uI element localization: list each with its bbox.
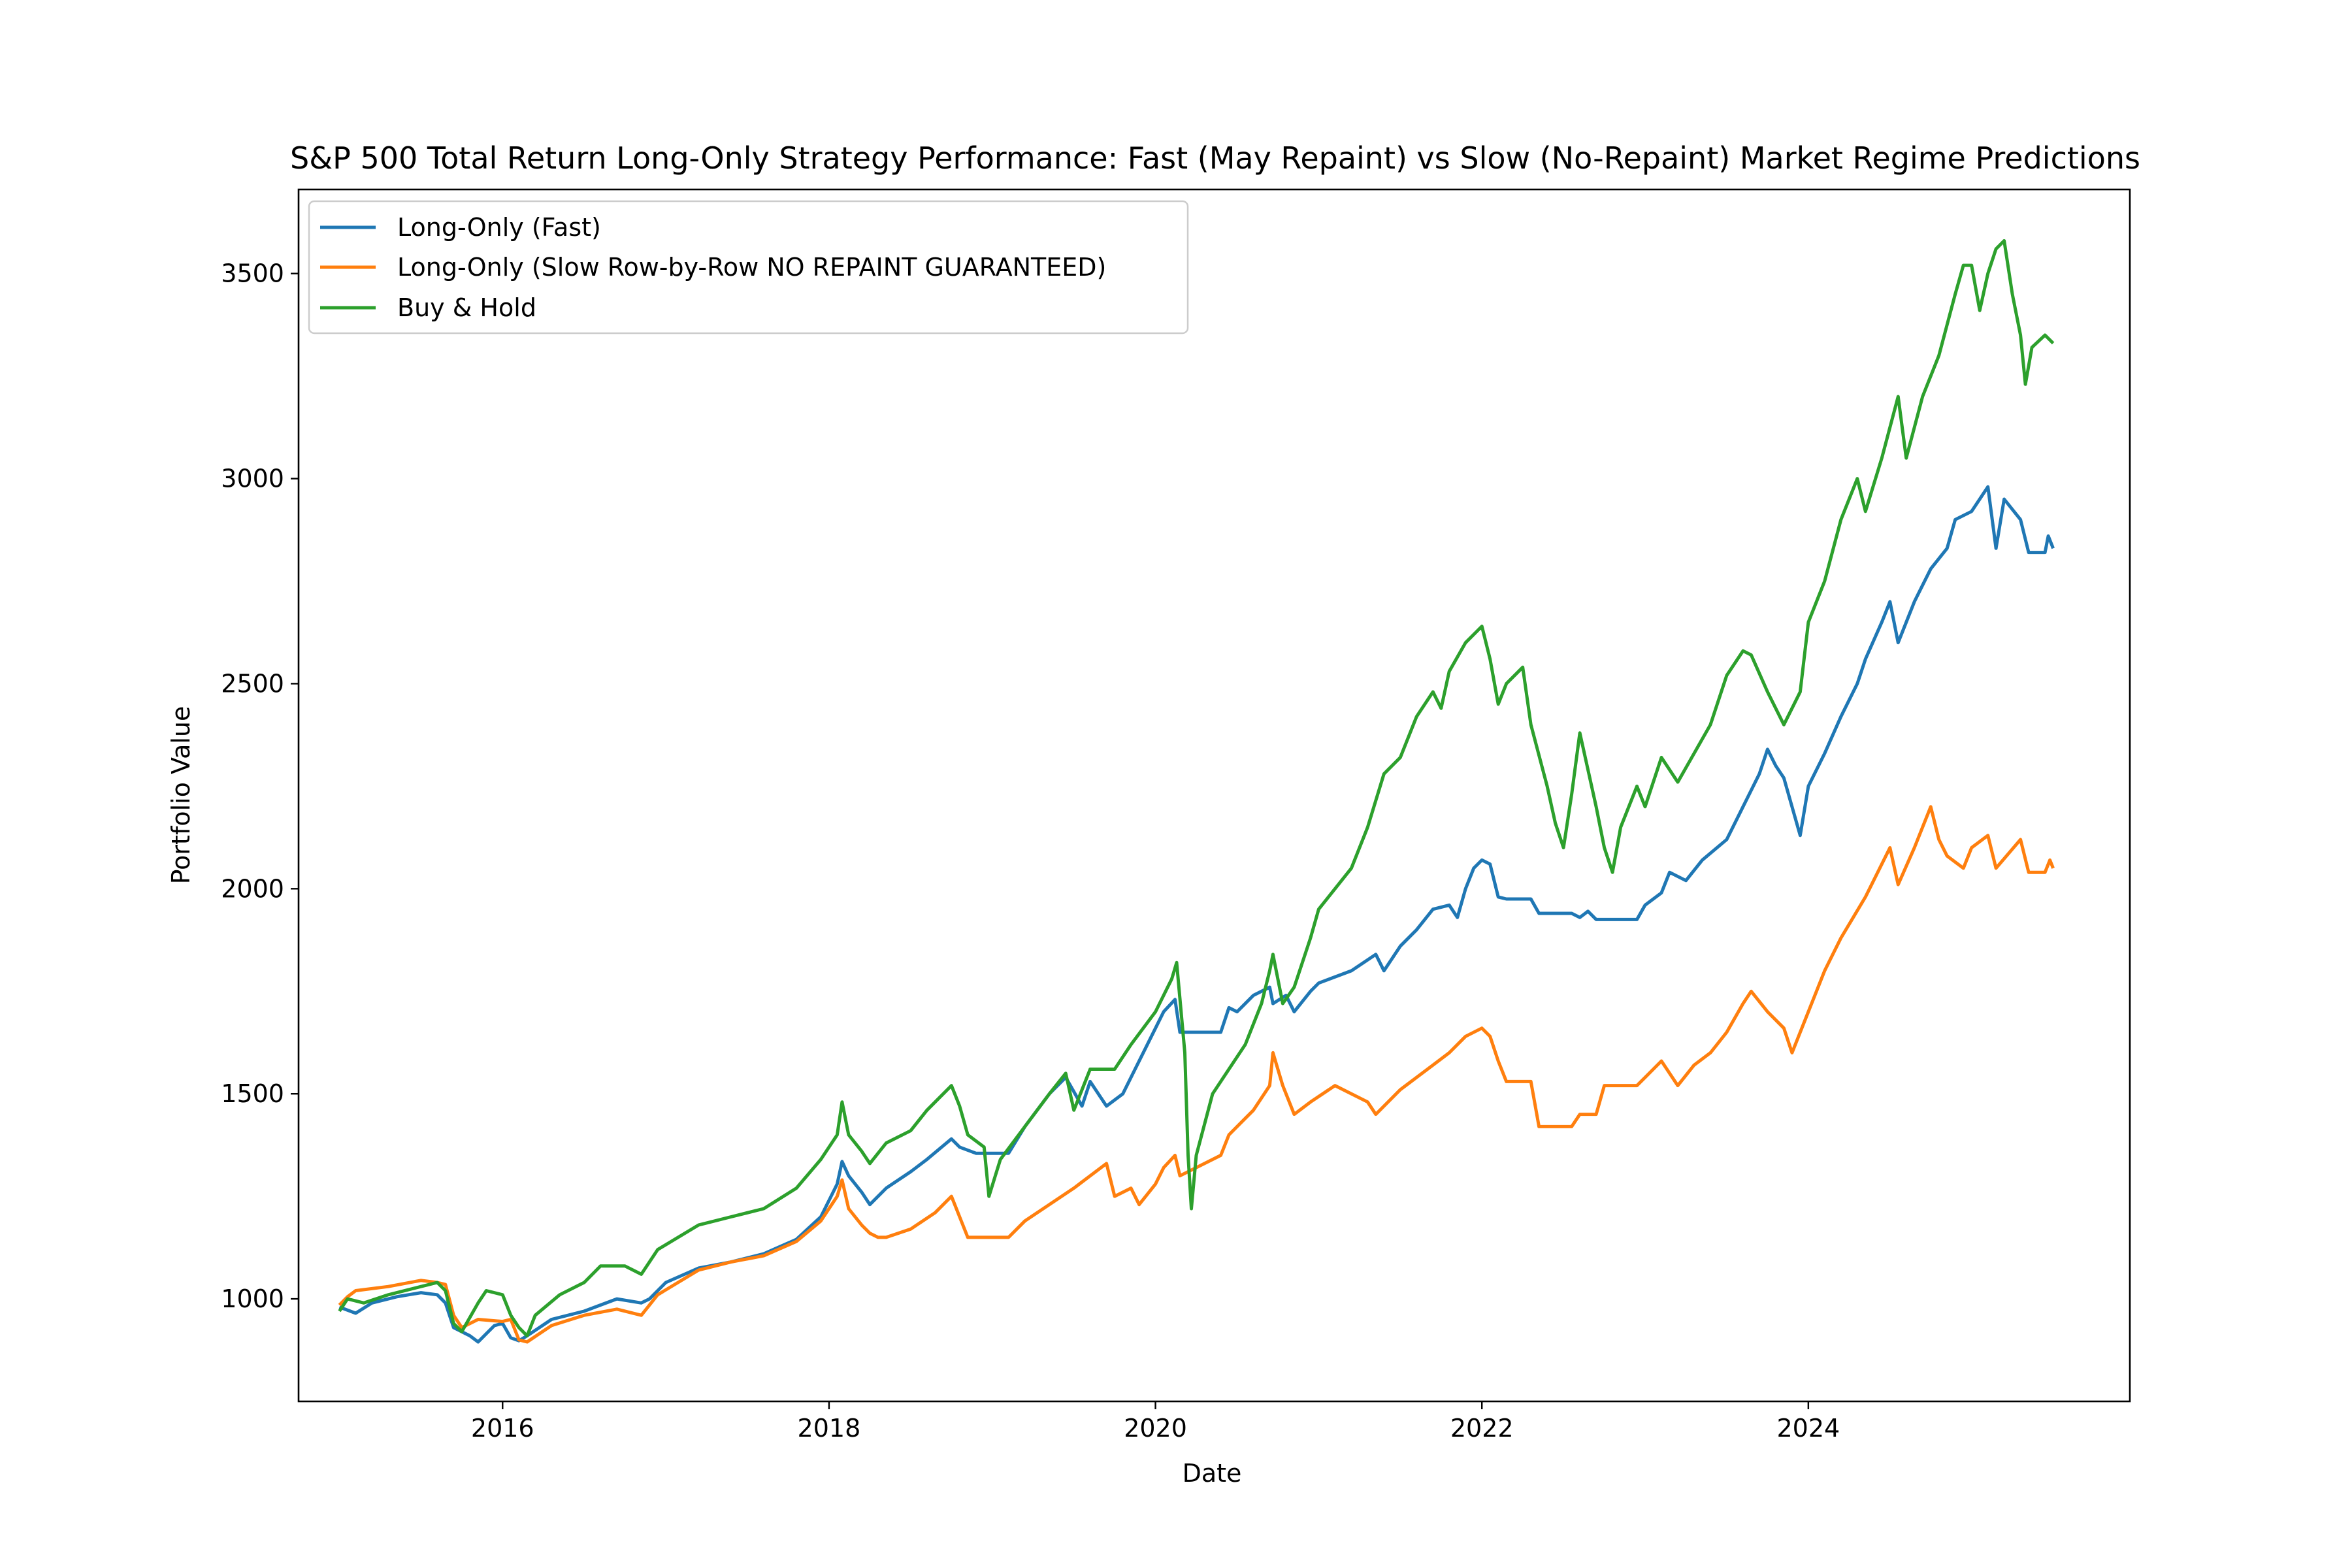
plot-area-frame bbox=[297, 188, 2131, 1403]
x-tick-label: 2020 bbox=[1124, 1414, 1187, 1443]
y-tick-label: 1500 bbox=[221, 1079, 284, 1108]
y-axis-label: Portfolio Value bbox=[167, 706, 195, 885]
x-axis-ticks: 2016 2018 2020 2022 2024 bbox=[471, 1401, 1840, 1443]
legend-box bbox=[308, 200, 1189, 335]
y-tick-label: 1000 bbox=[221, 1284, 284, 1313]
y-tick-label: 3000 bbox=[221, 465, 284, 493]
legend-label-fast: Long-Only (Fast) bbox=[397, 213, 601, 242]
series-layer bbox=[338, 239, 2055, 1344]
y-tick-label: 3500 bbox=[221, 259, 284, 288]
legend-label-slow: Long-Only (Slow Row-by-Row NO REPAINT GU… bbox=[397, 253, 1106, 282]
y-tick-label: 2500 bbox=[221, 669, 284, 698]
series-line-1 bbox=[338, 805, 2055, 1344]
x-tick-label: 2018 bbox=[798, 1414, 861, 1443]
x-tick-label: 2024 bbox=[1776, 1414, 1840, 1443]
x-axis-label: Date bbox=[1183, 1459, 1242, 1488]
legend-label-buy-hold: Buy & Hold bbox=[397, 293, 536, 322]
chart-title: S&P 500 Total Return Long-Only Strategy … bbox=[290, 140, 2140, 176]
series-line-0 bbox=[338, 485, 2055, 1344]
y-axis-ticks: 1000 1500 2000 2500 3000 3500 bbox=[221, 259, 299, 1313]
legend: Long-Only (Fast) Long-Only (Slow Row-by-… bbox=[308, 200, 1189, 335]
y-tick-label: 2000 bbox=[221, 874, 284, 903]
x-tick-label: 2016 bbox=[471, 1414, 534, 1443]
series-line-2 bbox=[338, 239, 2055, 1338]
x-tick-label: 2022 bbox=[1450, 1414, 1514, 1443]
